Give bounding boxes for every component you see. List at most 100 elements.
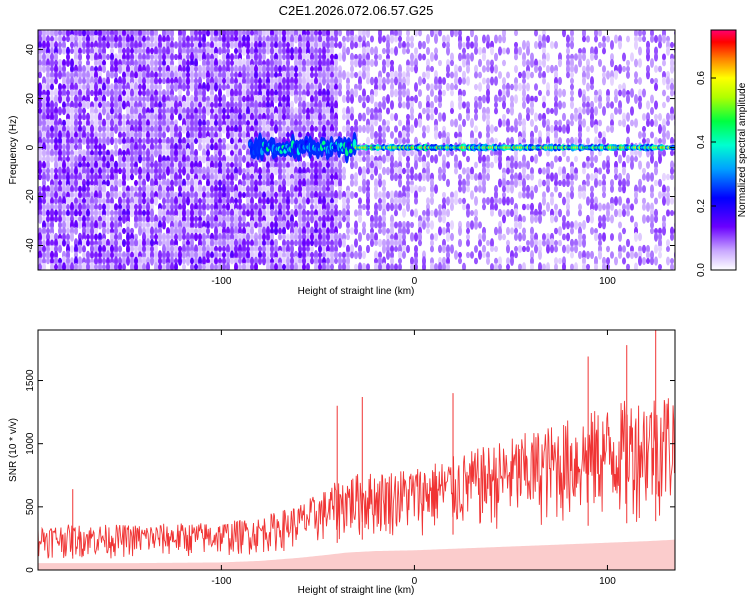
spectrogram-cell <box>286 179 290 187</box>
spectrogram-cell <box>302 100 306 110</box>
spectrogram-cell <box>594 232 598 242</box>
spectrogram-cell <box>194 155 198 163</box>
spectrogram-cell <box>50 173 54 181</box>
spectrogram-cell <box>362 124 366 134</box>
spectrogram-cell <box>62 65 66 73</box>
spectrogram-cell <box>274 112 278 122</box>
spectrogram-cell <box>110 257 114 265</box>
spectrogram-cell <box>666 35 670 43</box>
spectrogram-cell <box>346 30 350 37</box>
spectrogram-cell <box>134 209 138 217</box>
spectrogram-cell <box>206 143 210 151</box>
spectrogram-cell <box>578 130 582 140</box>
spectrogram-cell <box>258 40 262 50</box>
spectrogram-cell <box>158 130 162 140</box>
spectrogram-cell <box>346 89 350 97</box>
spectrogram-cell <box>150 125 154 133</box>
spectrogram-cell <box>106 262 110 270</box>
spectrogram-cell <box>438 83 442 91</box>
spectrogram-cell <box>286 106 290 116</box>
spectrogram-cell <box>282 227 286 235</box>
spectrogram-cell <box>110 125 114 133</box>
spectrogram-cell <box>78 244 82 254</box>
spectrogram-cell <box>530 155 534 163</box>
spectrogram-cell <box>354 83 358 91</box>
spectrogram-cell <box>406 88 410 98</box>
spectrogram-cell <box>210 191 214 199</box>
spectrogram-cell <box>226 244 230 254</box>
spectrogram-cell <box>214 232 218 242</box>
spectrogram-cell <box>62 220 66 230</box>
spectrogram-cell <box>38 89 42 97</box>
spectrogram-cell <box>186 47 190 55</box>
spectrogram-cell <box>38 53 42 61</box>
spectrogram-cell <box>478 239 482 247</box>
spectrogram-cell <box>598 131 602 139</box>
spectrogram-cell <box>134 95 138 103</box>
spectrogram-cell <box>262 71 266 79</box>
spectrogram-cell <box>162 215 166 223</box>
spectrogram-cell <box>374 257 378 265</box>
spectrogram-cell <box>158 89 162 97</box>
spectrogram-cell <box>602 179 606 187</box>
spectrogram-cell <box>326 58 330 68</box>
spectrogram-cell <box>438 76 442 86</box>
spectrogram-cell <box>134 154 138 164</box>
spectrogram-cell <box>522 173 526 181</box>
spectrogram-cell <box>250 125 254 133</box>
spectrogram-cell <box>426 106 430 116</box>
spectrogram-cell <box>158 179 162 187</box>
spectrogram-cell <box>494 190 498 200</box>
spectrogram-cell <box>250 53 254 61</box>
spectrogram-cell <box>582 179 586 187</box>
spectrogram-cell <box>554 179 558 187</box>
spectrogram-cell <box>366 52 370 62</box>
spectrogram-cell <box>418 30 422 37</box>
spectrogram-cell <box>146 30 150 37</box>
spectrogram-cell <box>222 83 226 91</box>
spectrogram-cell <box>182 233 186 241</box>
spectrogram-cell <box>206 52 210 62</box>
spectrogram-cell <box>278 227 282 235</box>
spectrogram-cell <box>382 197 386 205</box>
spectrogram-cell <box>530 167 534 175</box>
spectrogram-cell <box>102 77 106 85</box>
spectrogram-cell <box>654 34 658 44</box>
spectrogram-cell <box>174 70 178 80</box>
spectrogram-cell <box>634 40 638 50</box>
spectrogram-cell <box>234 82 238 92</box>
spectrogram-cell <box>338 41 342 49</box>
spectrogram-cell <box>302 65 306 73</box>
spectrogram-cell <box>270 65 274 73</box>
spectrogram-cell <box>470 118 474 128</box>
spectrogram-cell <box>298 245 302 253</box>
spectrogram-cell <box>58 65 62 73</box>
spectrogram-cell <box>138 112 142 122</box>
spectrogram-cell <box>278 166 282 176</box>
spectrogram-cell <box>258 215 262 223</box>
spectrogram-cell <box>610 196 614 206</box>
spectrogram-cell <box>474 161 478 169</box>
spectrogram-cell <box>114 143 118 151</box>
spectrogram-cell <box>70 202 74 212</box>
spectrogram-cell <box>382 95 386 103</box>
spectrogram-cell <box>210 173 214 181</box>
spectrogram-cell <box>406 47 410 55</box>
spectrogram-cell <box>50 137 54 145</box>
spectrogram-cell <box>534 184 538 194</box>
spectrogram-cell <box>298 262 302 270</box>
spectrogram-cell <box>98 47 102 55</box>
spectrogram-cell <box>294 124 298 134</box>
spectrogram-cell <box>590 191 594 199</box>
spectrogram-cell <box>450 191 454 199</box>
spectrogram-cell <box>66 46 70 56</box>
spectrogram-cell <box>558 208 562 218</box>
spectrogram-cell <box>102 149 106 157</box>
spectrogram-cell <box>210 82 214 92</box>
spectrogram-cell <box>294 58 298 68</box>
spectrogram-cell <box>350 65 354 73</box>
spectrogram-cell <box>386 58 390 68</box>
spectrogram-cell <box>214 30 218 38</box>
spectrogram-cell <box>150 76 154 86</box>
spectrogram-cell <box>90 179 94 187</box>
